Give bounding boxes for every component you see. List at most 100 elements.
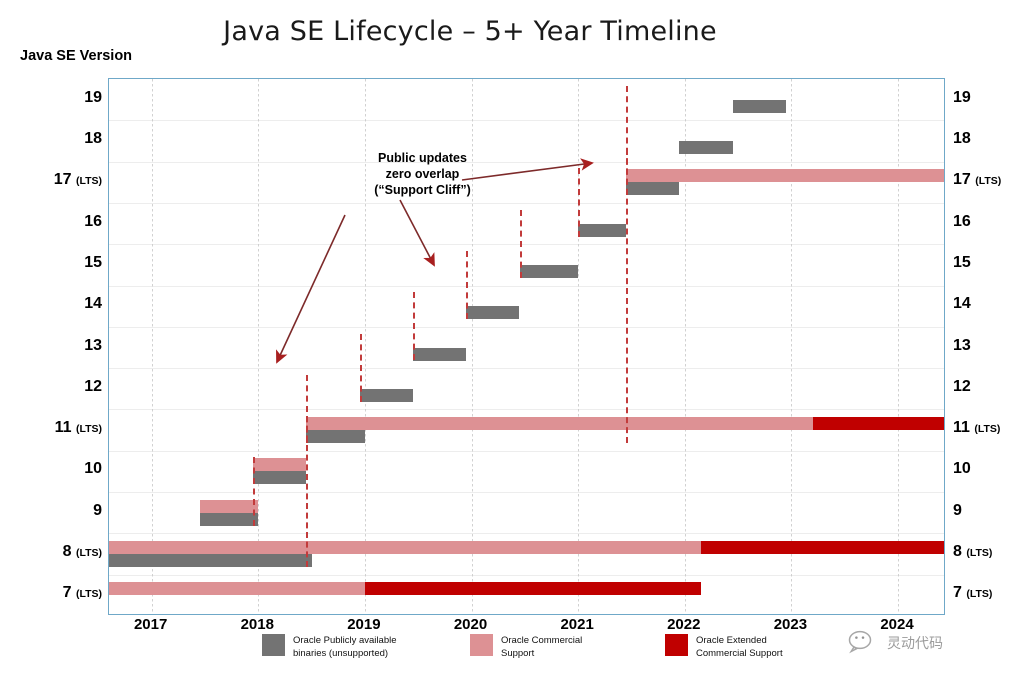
bar-public-binaries-java-9 bbox=[199, 512, 259, 526]
support-cliff-annotation: Public updates zero overlap (“Support Cl… bbox=[330, 150, 515, 198]
y-tick-number: 14 bbox=[953, 295, 971, 313]
y-axis-label-left-8: 8 (LTS) bbox=[63, 544, 102, 560]
bar-public-binaries-java-15 bbox=[519, 264, 579, 278]
y-tick-number: 19 bbox=[953, 88, 971, 106]
support-cliff-line bbox=[306, 374, 309, 444]
annotation-line-3: (“Support Cliff”) bbox=[374, 183, 471, 197]
y-axis-label-left-10: 10 bbox=[84, 461, 102, 477]
watermark: 灵动代码 bbox=[848, 630, 943, 656]
page-title: Java SE Lifecycle – 5+ Year Timeline bbox=[223, 16, 717, 47]
y-tick-number: 8 bbox=[62, 543, 72, 561]
y-axis-label-right-8: 8 (LTS) bbox=[953, 544, 992, 560]
y-tick-lts: (LTS) bbox=[974, 423, 1001, 436]
y-axis-label-right-14: 14 bbox=[953, 296, 971, 312]
bar-commercial-support-java-8 bbox=[109, 541, 701, 555]
vertical-gridline bbox=[258, 79, 260, 614]
legend-item-0: Oracle Publicly available binaries (unsup… bbox=[262, 634, 403, 660]
y-tick-number: 15 bbox=[953, 253, 971, 271]
x-axis-label-2022: 2022 bbox=[667, 616, 701, 633]
bar-commercial-support-java-11 bbox=[306, 417, 813, 431]
bar-public-binaries-java-10 bbox=[252, 471, 307, 485]
y-tick-number: 7 bbox=[62, 584, 72, 602]
y-axis-label-right-7: 7 (LTS) bbox=[953, 585, 992, 601]
annotation-line-2: zero overlap bbox=[385, 167, 460, 181]
y-tick-number: 11 bbox=[54, 419, 72, 437]
plot-area bbox=[108, 78, 945, 615]
bar-extended-support-java-7 bbox=[364, 582, 701, 596]
bar-public-binaries-java-18 bbox=[679, 140, 733, 154]
y-axis-label-right-18: 18 bbox=[953, 129, 971, 147]
y-tick-lts: (LTS) bbox=[966, 547, 993, 560]
bar-commercial-support-java-7 bbox=[109, 582, 365, 596]
legend-label-line-1: Oracle Commercial bbox=[501, 635, 583, 646]
y-axis-label-left-16: 16 bbox=[84, 212, 102, 230]
y-axis-title: Java SE Version bbox=[20, 48, 133, 64]
vertical-gridline bbox=[898, 79, 900, 614]
vertical-gridline bbox=[364, 79, 366, 614]
vertical-gridline bbox=[471, 79, 473, 614]
y-tick-lts: (LTS) bbox=[966, 588, 993, 601]
legend-label: Oracle Commercial Support bbox=[501, 634, 611, 660]
y-axis-label-right-16: 16 bbox=[953, 213, 971, 230]
horizontal-gridline bbox=[109, 574, 944, 576]
x-axis-label-2019: 2019 bbox=[347, 616, 381, 633]
y-axis-label-left-13: 13 bbox=[84, 337, 102, 354]
y-tick-number: 12 bbox=[953, 377, 971, 395]
bar-extended-support-java-11 bbox=[812, 417, 944, 431]
legend-label-line-2: Commercial Support bbox=[696, 648, 783, 659]
wechat-icon bbox=[848, 630, 872, 654]
horizontal-gridline bbox=[109, 326, 944, 328]
bar-public-binaries-java-8 bbox=[109, 554, 312, 568]
horizontal-gridline bbox=[109, 120, 944, 122]
y-tick-number: 15 bbox=[84, 253, 102, 271]
y-tick-number: 11 bbox=[953, 419, 970, 437]
legend-label: Oracle Extended Commercial Support bbox=[696, 634, 806, 660]
horizontal-gridline bbox=[109, 368, 944, 370]
x-axis-label-2021: 2021 bbox=[560, 616, 594, 633]
horizontal-gridline bbox=[109, 244, 944, 246]
horizontal-gridline bbox=[109, 202, 944, 204]
plot-inner bbox=[109, 79, 944, 614]
support-cliff-line bbox=[626, 148, 629, 444]
y-axis-label-left-12: 12 bbox=[84, 378, 102, 395]
support-cliff-line bbox=[252, 457, 255, 526]
x-axis-label-2023: 2023 bbox=[773, 616, 808, 633]
support-cliff-line bbox=[306, 416, 309, 568]
support-cliff-line bbox=[519, 209, 522, 278]
y-tick-lts: (LTS) bbox=[975, 175, 1002, 188]
legend-label-line-1: Oracle Extended bbox=[696, 635, 767, 646]
horizontal-gridline bbox=[109, 285, 944, 287]
y-tick-number: 17 bbox=[53, 171, 72, 189]
y-tick-number: 18 bbox=[953, 129, 971, 147]
y-axis-label-left-15: 15 bbox=[84, 253, 102, 271]
y-tick-number: 7 bbox=[953, 584, 962, 602]
y-axis-label-right-13: 13 bbox=[953, 336, 971, 354]
bar-extended-support-java-8 bbox=[700, 541, 944, 555]
y-tick-number: 16 bbox=[84, 212, 102, 230]
horizontal-gridline bbox=[109, 409, 944, 411]
y-axis-label-left-19: 19 bbox=[84, 89, 102, 106]
annotation-line-1: Public updates bbox=[378, 151, 467, 165]
watermark-text: 灵动代码 bbox=[887, 636, 943, 652]
y-axis-label-right-17: 17 (LTS) bbox=[953, 172, 1001, 188]
y-tick-lts: (LTS) bbox=[75, 175, 102, 188]
bar-public-binaries-java-16 bbox=[578, 223, 627, 237]
y-axis-label-left-11: 11 (LTS) bbox=[55, 420, 102, 436]
y-tick-number: 8 bbox=[953, 543, 962, 561]
horizontal-gridline bbox=[109, 492, 944, 494]
legend-label: Oracle Publicly available binaries (unsup… bbox=[293, 634, 403, 660]
y-tick-number: 13 bbox=[953, 336, 971, 354]
legend-label-line-2: binaries (unsupported) bbox=[293, 648, 389, 659]
support-cliff-line bbox=[359, 333, 362, 402]
x-axis-label-2018: 2018 bbox=[240, 616, 274, 633]
horizontal-gridline bbox=[109, 161, 944, 163]
y-axis-label-left-17: 17 (LTS) bbox=[54, 172, 102, 188]
bar-public-binaries-java-14 bbox=[466, 306, 520, 320]
vertical-gridline bbox=[684, 79, 686, 614]
y-axis-label-left-14: 14 bbox=[84, 296, 102, 312]
y-tick-lts: (LTS) bbox=[75, 423, 102, 436]
y-axis-label-right-15: 15 bbox=[953, 253, 971, 271]
bar-commercial-support-java-10 bbox=[252, 458, 307, 472]
y-tick-number: 9 bbox=[93, 501, 102, 519]
